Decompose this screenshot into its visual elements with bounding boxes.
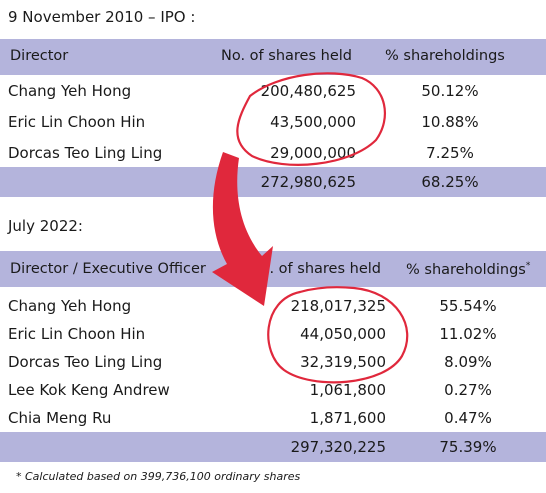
ipo-row-shares: 200,480,625 [260, 82, 356, 100]
ipo-section-title: 9 November 2010 – IPO : [8, 8, 196, 26]
y2022-row-name: Chang Yeh Hong [8, 297, 132, 315]
ipo-row-name: Chang Yeh Hong [8, 82, 132, 100]
footnote: * Calculated based on 399,736,100 ordina… [16, 470, 301, 483]
ipo-total-row: 272,980,625 68.25% [0, 167, 546, 197]
ipo-header-director: Director [10, 48, 69, 64]
y2022-header-pct-mark: * [525, 261, 531, 271]
ipo-row-pct: 7.25% [426, 144, 474, 162]
y2022-row-name: Lee Kok Keng Andrew [8, 381, 170, 399]
ipo-row-shares: 43,500,000 [270, 113, 356, 131]
y2022-row-pct: 0.47% [444, 409, 492, 427]
y2022-row-name: Eric Lin Choon Hin [8, 325, 146, 343]
y2022-total-pct: 75.39% [439, 438, 497, 456]
y2022-row-pct: 8.09% [444, 353, 492, 371]
y2022-row-pct: 55.54% [439, 297, 497, 315]
y2022-row-shares: 218,017,325 [290, 297, 386, 315]
y2022-header-shares: No. of shares held [250, 261, 381, 277]
y2022-row-pct: 0.27% [444, 381, 492, 399]
y2022-header-director: Director / Executive Officer [10, 261, 206, 277]
y2022-row-name: Chia Meng Ru [8, 409, 112, 427]
y2022-header-pct: % shareholdings* [406, 261, 531, 278]
y2022-table-header: Director / Executive Officer No. of shar… [0, 251, 546, 287]
ipo-header-shares: No. of shares held [221, 48, 352, 64]
y2022-section-title: July 2022: [8, 217, 83, 235]
ipo-row-pct: 10.88% [421, 113, 479, 131]
ipo-row-name: Eric Lin Choon Hin [8, 113, 146, 131]
ipo-total-pct: 68.25% [421, 173, 479, 191]
y2022-row-shares: 32,319,500 [300, 353, 386, 371]
ipo-table-header: Director No. of shares held % shareholdi… [0, 39, 546, 75]
y2022-row-shares: 1,061,800 [309, 381, 386, 399]
ipo-row-name: Dorcas Teo Ling Ling [8, 144, 163, 162]
y2022-row-shares: 1,871,600 [309, 409, 386, 427]
ipo-header-pct: % shareholdings [385, 48, 505, 64]
y2022-row-name: Dorcas Teo Ling Ling [8, 353, 163, 371]
ipo-row-pct: 50.12% [421, 82, 479, 100]
ipo-row-shares: 29,000,000 [270, 144, 356, 162]
y2022-total-row: 297,320,225 75.39% [0, 432, 546, 462]
y2022-row-shares: 44,050,000 [300, 325, 386, 343]
ipo-total-shares: 272,980,625 [260, 173, 356, 191]
y2022-row-pct: 11.02% [439, 325, 497, 343]
y2022-total-shares: 297,320,225 [290, 438, 386, 456]
